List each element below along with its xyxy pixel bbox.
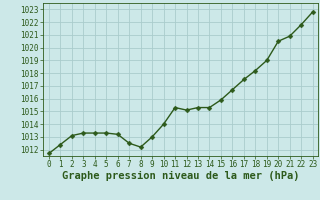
X-axis label: Graphe pression niveau de la mer (hPa): Graphe pression niveau de la mer (hPa) <box>62 171 300 181</box>
